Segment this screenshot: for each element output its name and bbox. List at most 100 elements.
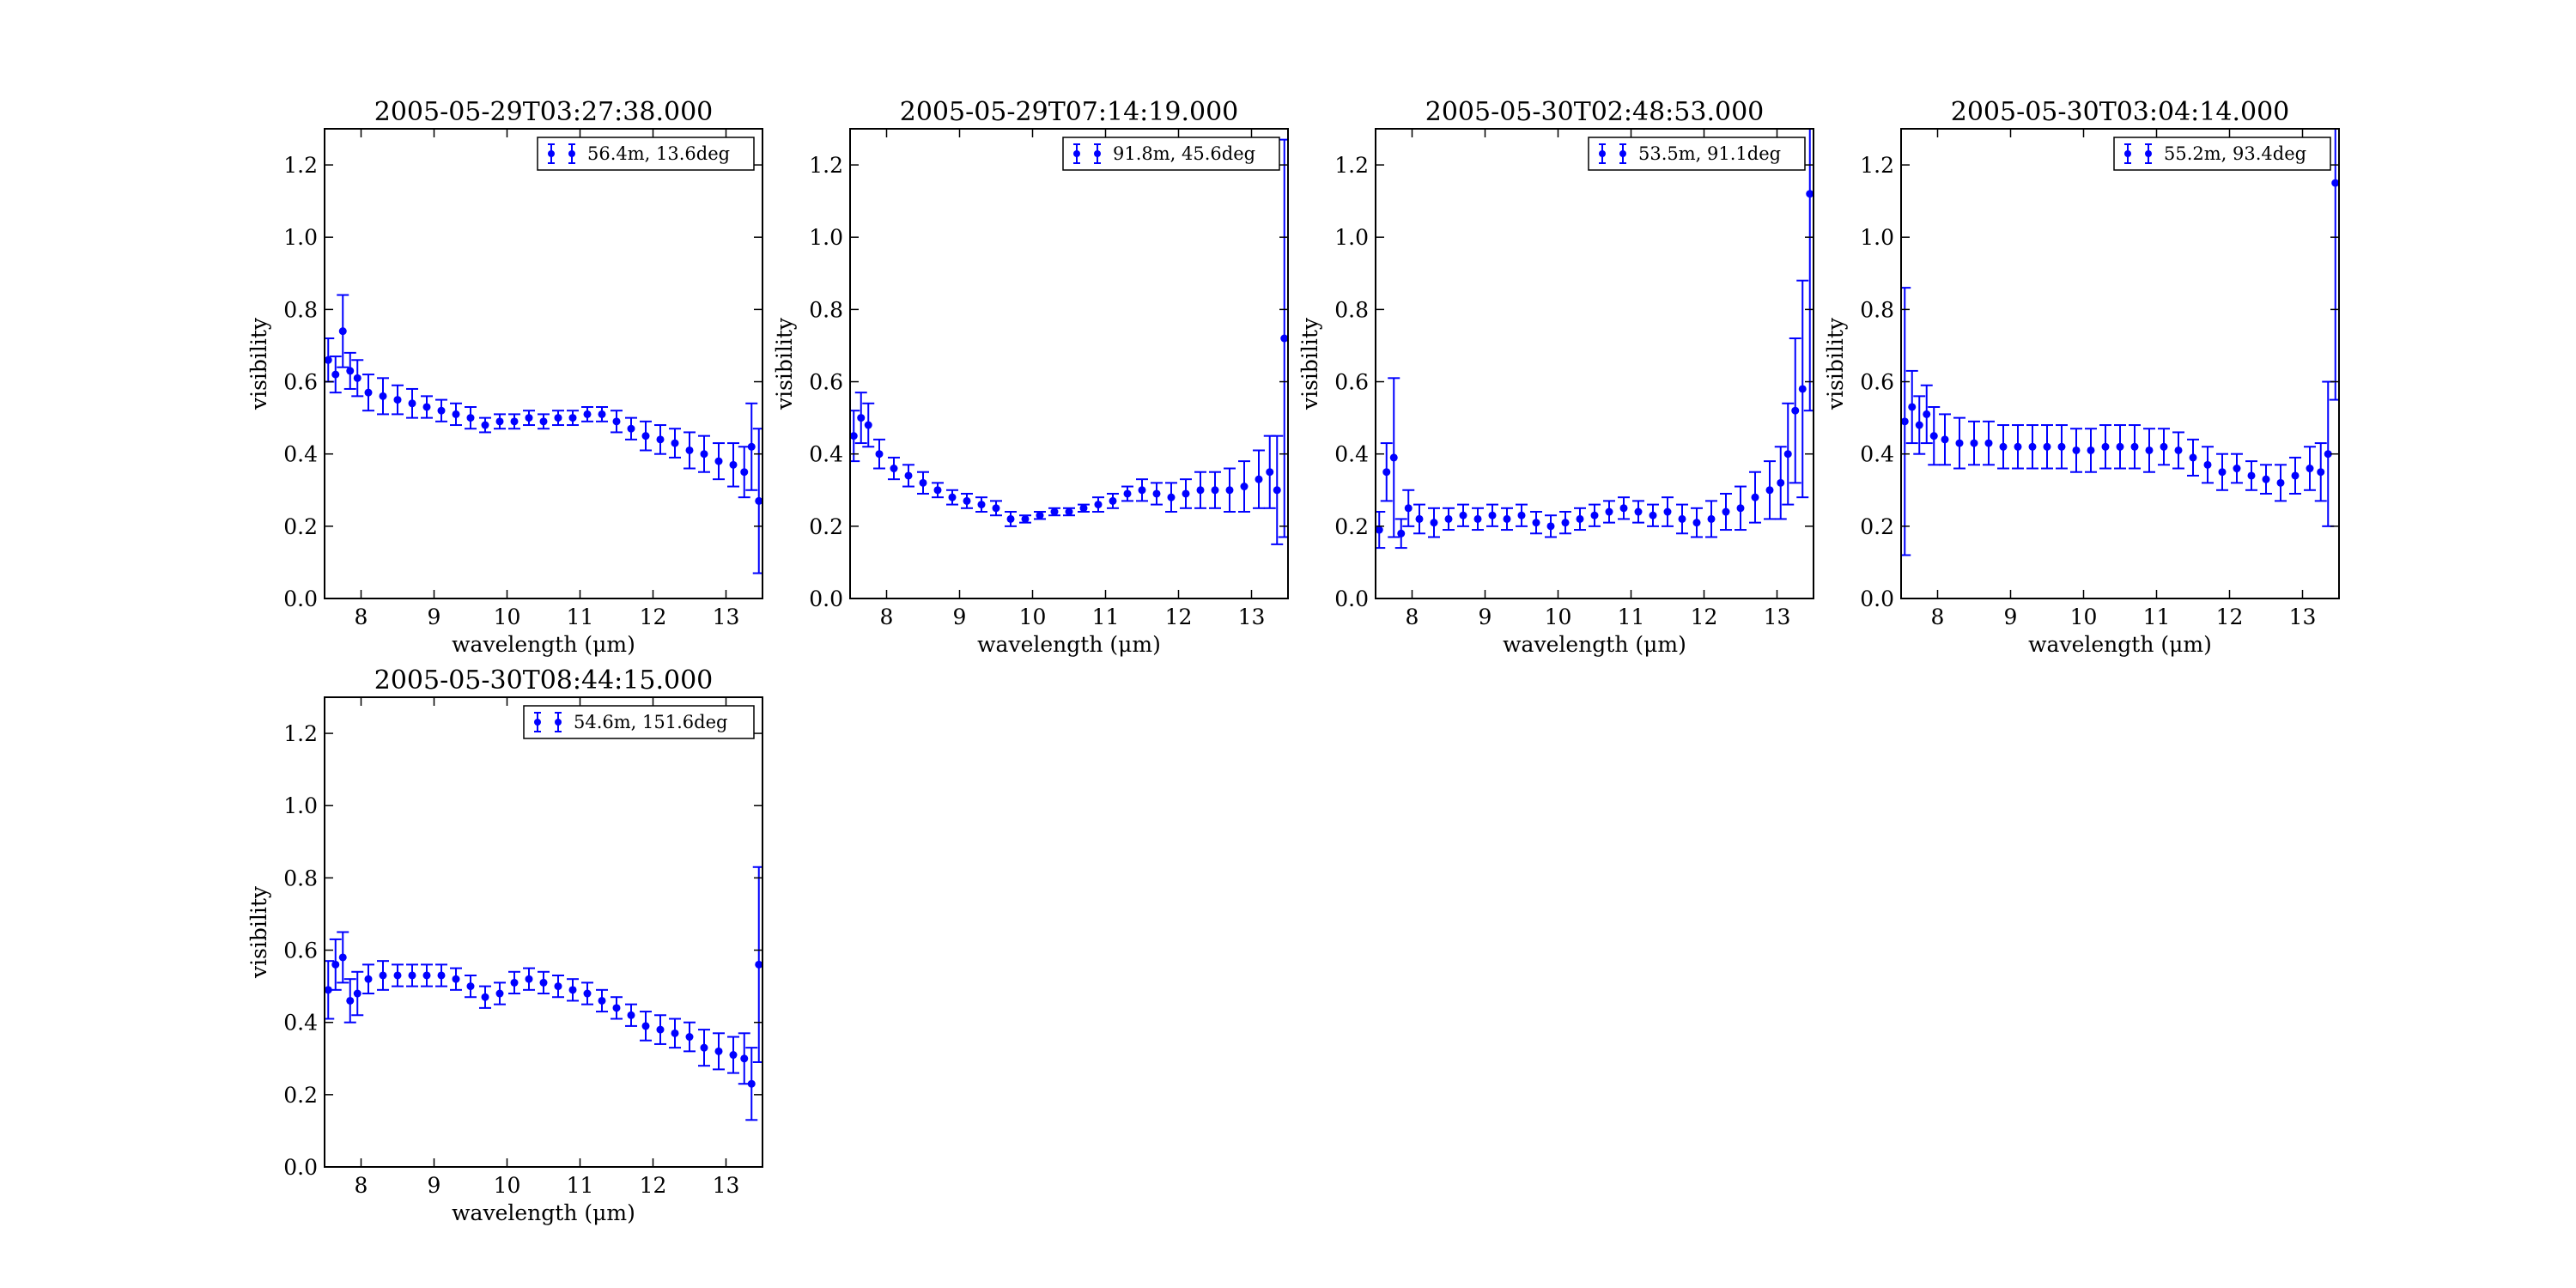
y-tick-label: 0.8 <box>809 297 843 322</box>
data-point <box>656 1025 665 1034</box>
data-point <box>1561 519 1570 527</box>
y-axis-label: visibility <box>246 885 271 979</box>
data-point <box>714 457 723 465</box>
y-tick-label: 0.6 <box>283 939 318 963</box>
plot-frame <box>1375 128 1814 599</box>
legend-marker-point <box>534 719 541 726</box>
data-point <box>1517 511 1526 519</box>
chart-panel: 8 9 10 11 12 13 0.0 0.2 0.4 0.6 0.8 1.0 1.2 2005-05-2… <box>772 97 1289 657</box>
data-point <box>1266 468 1274 477</box>
data-point <box>2116 442 2124 451</box>
data-point <box>700 1043 708 1052</box>
y-tick-label: 1.0 <box>283 793 318 818</box>
x-tick-label: 9 <box>1479 605 1492 629</box>
y-tick-label: 1.0 <box>283 225 318 250</box>
data-point <box>466 982 475 991</box>
data-point <box>627 424 635 433</box>
y-tick-label: 0.6 <box>1860 370 1894 395</box>
data-point <box>890 465 898 473</box>
x-tick-label: 8 <box>355 605 368 629</box>
x-tick-label: 8 <box>1931 605 1945 629</box>
data-point <box>325 355 332 364</box>
data-point <box>2130 442 2139 451</box>
chart-title: 2005-05-30T08:44:15.000 <box>374 665 714 696</box>
data-point <box>875 450 884 459</box>
data-point <box>325 986 332 994</box>
data-point <box>729 1051 738 1060</box>
data-point <box>963 496 971 505</box>
plot-frame <box>324 128 763 599</box>
y-tick-label: 0.2 <box>809 514 843 539</box>
y-tick-label: 0.0 <box>283 586 318 611</box>
data-point <box>510 978 519 987</box>
legend-label: 91.8m, 45.6deg <box>1113 143 1255 164</box>
data-point <box>685 446 694 454</box>
data-point <box>346 996 355 1005</box>
data-point <box>379 392 387 400</box>
legend-label: 56.4m, 13.6deg <box>587 143 730 164</box>
y-tick-label: 0.0 <box>1860 586 1894 611</box>
y-tick-label: 0.2 <box>283 1083 318 1108</box>
data-series <box>850 138 1288 545</box>
y-tick-label: 1.0 <box>1860 225 1894 250</box>
data-point <box>598 996 606 1005</box>
data-point <box>2145 446 2154 454</box>
y-tick-label: 0.2 <box>283 514 318 539</box>
chart-title: 2005-05-30T03:04:14.000 <box>1951 97 2290 127</box>
x-tick-label: 8 <box>1406 605 1419 629</box>
data-point <box>1941 435 1949 444</box>
data-point <box>364 388 373 397</box>
data-point <box>1415 514 1424 523</box>
x-tick-label: 12 <box>2216 605 2244 629</box>
y-tick-label: 0.4 <box>1860 442 1894 467</box>
chart-title: 2005-05-30T02:48:53.000 <box>1425 97 1765 127</box>
data-point <box>1459 511 1467 519</box>
x-tick-label: 10 <box>494 605 521 629</box>
legend-marker-point <box>1073 150 1080 157</box>
legend: 54.6m, 151.6deg <box>523 705 755 739</box>
data-point <box>331 960 340 969</box>
data-point <box>554 982 562 991</box>
data-point <box>1006 514 1015 523</box>
data-point <box>1576 514 1584 523</box>
data-point <box>2057 442 2066 451</box>
data-point <box>1079 504 1088 513</box>
y-axis-label: visibility <box>772 317 797 410</box>
data-series <box>1901 129 2339 556</box>
y-axis-label: visibility <box>1823 317 1848 410</box>
data-point <box>554 414 562 422</box>
data-point <box>568 414 577 422</box>
x-tick-label: 9 <box>428 605 441 629</box>
data-point <box>1532 519 1540 527</box>
data-point <box>1050 507 1059 516</box>
legend: 91.8m, 45.6deg <box>1062 137 1280 171</box>
data-series <box>325 294 762 574</box>
data-point <box>437 406 446 415</box>
data-point <box>2276 478 2285 487</box>
legend: 53.5m, 91.1deg <box>1588 137 1806 171</box>
data-point <box>539 417 548 426</box>
data-point <box>729 460 738 469</box>
chart-panel: 8 9 10 11 12 13 0.0 0.2 0.4 0.6 0.8 1.0 1.2 2005-05-2… <box>246 97 763 657</box>
data-point <box>1503 514 1511 523</box>
data-point <box>422 971 431 980</box>
y-tick-label: 0.0 <box>809 586 843 611</box>
data-point <box>1430 519 1438 527</box>
data-point <box>393 396 402 404</box>
data-point <box>2247 471 2256 480</box>
data-point <box>2331 179 2339 187</box>
data-point <box>539 978 548 987</box>
data-point <box>2324 450 2332 459</box>
data-point <box>1736 504 1745 513</box>
data-point <box>1065 507 1073 516</box>
legend-frame <box>523 705 755 739</box>
data-point <box>2174 446 2183 454</box>
x-tick-label: 11 <box>2143 605 2171 629</box>
chart-title: 2005-05-29T03:27:38.000 <box>374 97 714 127</box>
y-tick-label: 1.2 <box>1860 153 1894 178</box>
y-tick-label: 0.6 <box>1334 370 1369 395</box>
chart-panel: 8 9 10 11 12 13 0.0 0.2 0.4 0.6 0.8 1.0 1.2 2005-05-3… <box>1823 97 2340 657</box>
data-point <box>346 367 355 375</box>
data-point <box>992 504 1000 513</box>
